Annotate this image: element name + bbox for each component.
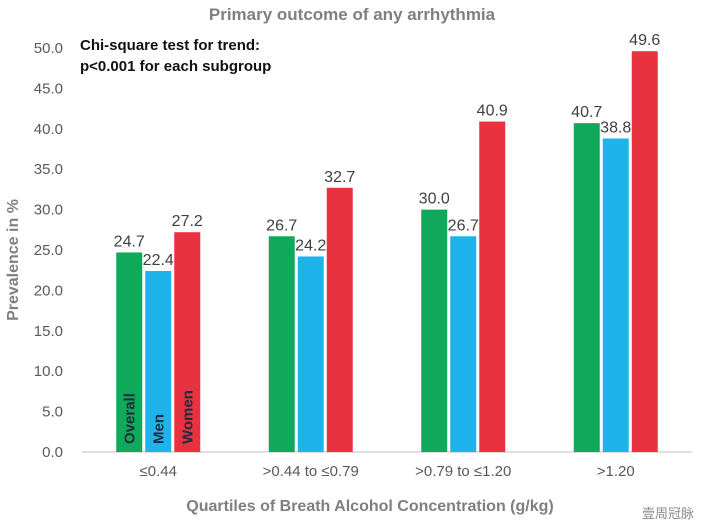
series-label-women: Women bbox=[179, 390, 196, 444]
bar-men bbox=[450, 236, 477, 452]
bar-men bbox=[145, 271, 172, 452]
data-label: 27.2 bbox=[172, 213, 203, 230]
y-tick-label: 5.0 bbox=[42, 404, 63, 421]
data-label: 49.6 bbox=[629, 32, 660, 49]
x-category-label: >1.20 bbox=[597, 463, 635, 480]
data-label: 26.7 bbox=[266, 217, 297, 234]
annotation-line-1: Chi-square test for trend: bbox=[80, 37, 260, 54]
x-axis-label: Quartiles of Breath Alcohol Concentratio… bbox=[186, 498, 553, 515]
data-label: 24.2 bbox=[295, 237, 326, 254]
series-label-men: Men bbox=[150, 414, 167, 444]
data-label: 30.0 bbox=[419, 191, 450, 208]
data-label: 22.4 bbox=[143, 252, 174, 269]
bar-men bbox=[602, 138, 629, 452]
data-label: 40.9 bbox=[477, 103, 508, 120]
x-category-label: >0.44 to ≤0.79 bbox=[263, 463, 359, 480]
bar-women bbox=[326, 187, 353, 452]
series-label-overall: Overall bbox=[121, 393, 138, 444]
bar-women bbox=[631, 51, 658, 453]
y-tick-label: 25.0 bbox=[34, 242, 63, 259]
y-tick-label: 10.0 bbox=[34, 363, 63, 380]
y-tick-label: 50.0 bbox=[34, 40, 63, 57]
data-label: 32.7 bbox=[324, 169, 355, 186]
x-category-label: >0.79 to ≤1.20 bbox=[415, 463, 511, 480]
bar-overall bbox=[268, 236, 295, 452]
y-axis-label: Prevalence in % bbox=[5, 199, 22, 321]
y-axis-ticks: 0.0 5.0 10.0 15.0 20.0 25.0 30.0 35.0 40.0 45.0 50… bbox=[34, 40, 63, 461]
x-category-label: ≤0.44 bbox=[140, 463, 177, 480]
bars bbox=[116, 51, 658, 453]
x-axis-categories: ≤0.44 >0.44 to ≤0.79 >0.79 to ≤1.20 >1.20 bbox=[140, 463, 635, 480]
y-tick-label: 40.0 bbox=[34, 121, 63, 138]
data-label: 38.8 bbox=[600, 119, 631, 136]
data-label: 24.7 bbox=[114, 233, 145, 250]
bar-overall bbox=[116, 252, 143, 452]
data-labels: 24.7 Overall 22.4 Men 27.2 Women 26.7 24.2 32.7 3… bbox=[114, 32, 661, 444]
data-label: 40.7 bbox=[571, 104, 602, 121]
y-tick-label: 35.0 bbox=[34, 161, 63, 178]
bar-women bbox=[174, 232, 201, 452]
y-tick-label: 20.0 bbox=[34, 282, 63, 299]
y-tick-label: 0.0 bbox=[42, 444, 63, 461]
y-tick-label: 45.0 bbox=[34, 80, 63, 97]
y-tick-label: 15.0 bbox=[34, 323, 63, 340]
annotation-line-2: p<0.001 for each subgroup bbox=[80, 58, 271, 75]
y-tick-label: 30.0 bbox=[34, 202, 63, 219]
bar-women bbox=[479, 121, 506, 452]
bar-overall bbox=[573, 123, 600, 453]
watermark: 壹周冠脉 bbox=[641, 507, 694, 522]
bar-overall bbox=[421, 209, 448, 452]
chart-title: Primary outcome of any arrhythmia bbox=[209, 5, 496, 24]
bar-men bbox=[297, 256, 324, 452]
data-label: 26.7 bbox=[448, 217, 479, 234]
